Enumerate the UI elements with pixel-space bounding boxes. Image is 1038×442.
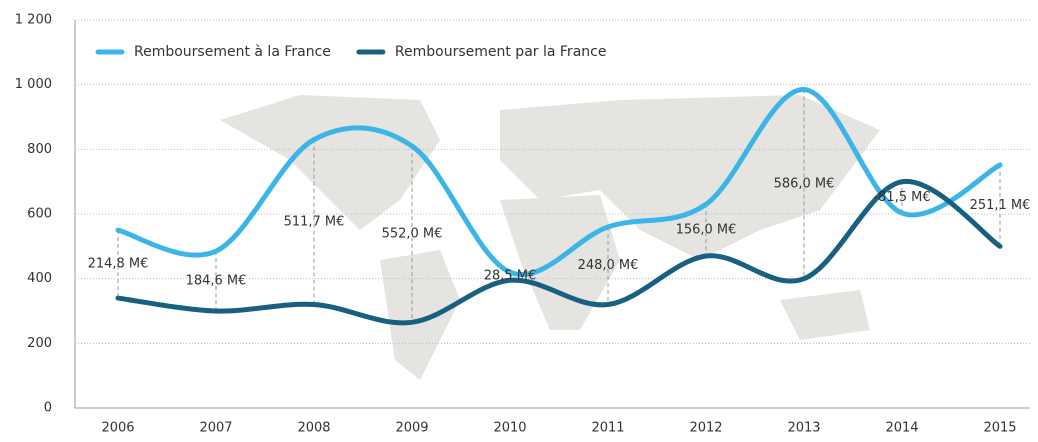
annotation: 156,0 M€ [676,223,737,238]
annotation: 184,6 M€ [186,274,247,289]
x-tick-label: 2008 [297,421,330,436]
y-tick-label: 200 [27,336,52,351]
y-tick-label: 1 200 [15,13,52,28]
x-tick-label: 2014 [885,421,918,436]
x-tick-label: 2006 [101,421,134,436]
x-tick-label: 2009 [395,421,428,436]
y-tick-label: 400 [27,271,52,286]
series-line [115,179,1003,326]
annotation: 552,0 M€ [382,227,443,242]
x-tick-label: 2011 [591,421,624,436]
x-tick-label: 2013 [787,421,820,436]
x-tick-label: 2007 [199,421,232,436]
x-tick-label: 2010 [493,421,526,436]
annotation: 586,0 M€ [774,177,835,192]
legend-label: Remboursement à la France [134,44,331,60]
map-background [220,95,880,380]
annotation: 28,5 M€ [484,269,537,284]
x-tick-label: 2012 [689,421,722,436]
y-tick-label: 0 [44,401,52,416]
annotation: 251,1 M€ [970,198,1031,213]
x-tick-label: 2015 [983,421,1016,436]
y-tick-label: 800 [27,142,52,157]
annotation: 511,7 M€ [284,215,345,230]
y-tick-label: 1 000 [15,77,52,92]
annotation: 248,0 M€ [578,258,639,273]
legend-label: Remboursement par la France [395,44,607,60]
y-tick-label: 600 [27,207,52,222]
annotation: -81,5 M€ [873,190,930,205]
annotation: 214,8 M€ [88,257,149,272]
series-line [115,87,1003,277]
